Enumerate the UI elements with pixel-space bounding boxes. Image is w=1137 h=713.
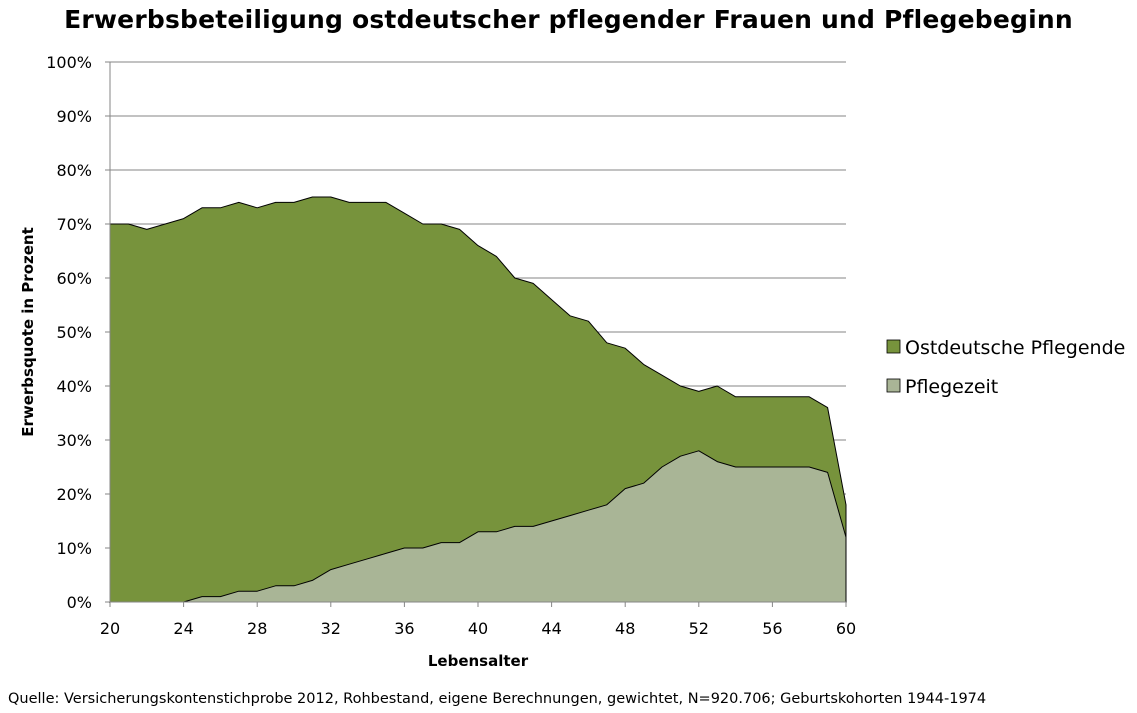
x-tick-label: 56 xyxy=(762,619,782,638)
y-tick-labels: 0% 10% 20% 30% 40% 50% 60% 70% 80% 90% 100% xyxy=(46,53,92,612)
y-tick-label: 0% xyxy=(67,593,92,612)
legend: Ostdeutsche Pflegende Pflegezeit xyxy=(886,337,1125,398)
x-tick-label: 24 xyxy=(173,619,193,638)
x-tick-label: 52 xyxy=(689,619,709,638)
legend-swatch-ostdeutsche-pflegende xyxy=(886,339,901,354)
y-tick-label: 40% xyxy=(56,377,92,396)
chart-title: Erwerbsbeteiligung ostdeutscher pflegend… xyxy=(64,5,1073,34)
y-tick-label: 100% xyxy=(46,53,92,72)
y-axis-title: Erwerbsquote in Prozent xyxy=(19,227,37,437)
x-tick-label: 20 xyxy=(100,619,120,638)
x-tick-label: 28 xyxy=(247,619,267,638)
legend-swatch-pflegezeit xyxy=(886,378,901,393)
x-tick-label: 36 xyxy=(394,619,414,638)
source-note: Quelle: Versicherungskontenstichprobe 20… xyxy=(8,691,987,707)
legend-label-pflegezeit: Pflegezeit xyxy=(905,376,998,398)
plot-areas xyxy=(109,196,847,603)
y-tick-label: 20% xyxy=(56,485,92,504)
x-tick-label: 40 xyxy=(468,619,488,638)
y-tick-label: 30% xyxy=(56,431,92,450)
y-tick-label: 80% xyxy=(56,161,92,180)
y-tick-label: 50% xyxy=(56,323,92,342)
y-tick-label: 60% xyxy=(56,269,92,288)
x-tick-labels: 20 24 28 32 36 40 44 48 52 56 60 xyxy=(100,619,856,638)
y-tick-label: 10% xyxy=(56,539,92,558)
axes xyxy=(109,62,846,603)
x-tick-label: 32 xyxy=(321,619,341,638)
legend-label-ostdeutsche-pflegende: Ostdeutsche Pflegende xyxy=(905,337,1125,359)
x-tick-label: 48 xyxy=(615,619,635,638)
y-tick-label: 70% xyxy=(56,215,92,234)
x-tick-label: 60 xyxy=(836,619,856,638)
x-tick-label: 44 xyxy=(541,619,561,638)
area-pflegezeit xyxy=(109,450,847,603)
y-tick-label: 90% xyxy=(56,107,92,126)
x-axis-title: Lebensalter xyxy=(428,652,529,670)
